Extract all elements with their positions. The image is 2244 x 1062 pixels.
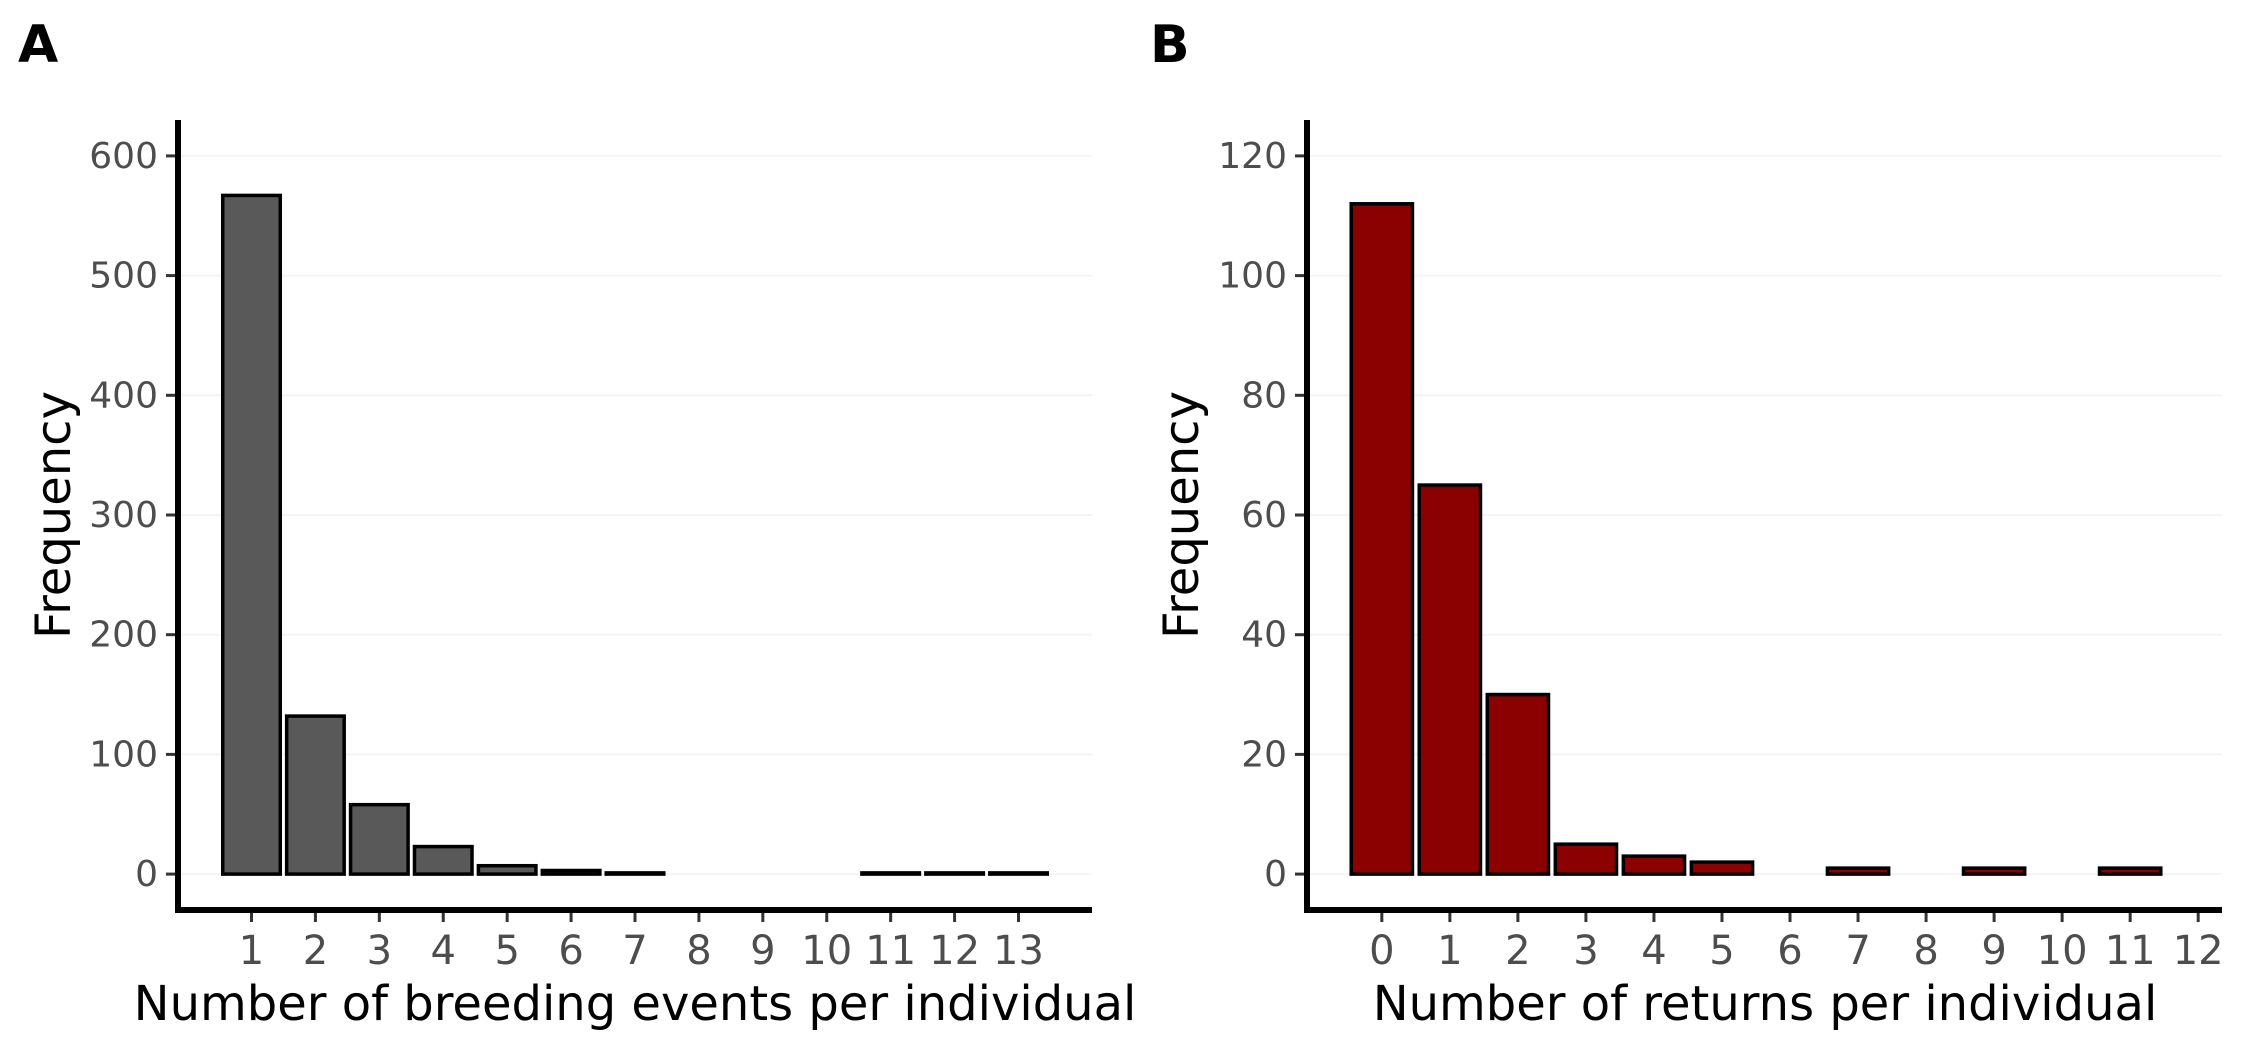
panel-a-bar-1: [220, 193, 283, 876]
panel-b-bars: [1307, 154, 2222, 876]
panel-a-bar-11: [860, 871, 922, 876]
panel-a-x-axis-title: Number of breeding events per individual: [134, 976, 1137, 1032]
panel-b-y-tick-label: 0: [1264, 854, 1287, 895]
panel-a-x-tick-label: 8: [686, 928, 711, 974]
panel-b-bar-1: [1417, 483, 1483, 876]
panel-b-bar-7: [1825, 866, 1891, 876]
panel-b-y-tick-label: 80: [1241, 375, 1287, 416]
panel-b-bar-0: [1349, 202, 1415, 876]
panel-a-y-tick-label: 300: [89, 495, 158, 536]
panel-b-x-tick-label: 3: [1573, 928, 1598, 974]
panel-a-x-tick-label: 4: [431, 928, 456, 974]
panel-b-x-tick-label: 8: [1913, 928, 1938, 974]
panel-b-x-tick-label: 2: [1505, 928, 1530, 974]
panel-a-x-tick-label: 2: [303, 928, 328, 974]
panel-b-y-tick-label: 60: [1241, 495, 1287, 536]
panel-b-x-tick-label: 7: [1845, 928, 1870, 974]
panel-a-x-ticks: 1 2 3 4 5 6 7 8 9 10 11 12 13: [239, 910, 1044, 974]
panel-a-x-tick-label: 6: [558, 928, 583, 974]
panel-b-bar-11: [2097, 866, 2163, 876]
panel-b-bar-4: [1621, 854, 1687, 876]
panel-b-x-tick-label: 4: [1641, 928, 1666, 974]
panel-b-x-axis-title: Number of returns per individual: [1373, 976, 2158, 1032]
panel-a-x-tick-label: 7: [622, 928, 647, 974]
panel-a-x-tick-label: 11: [865, 928, 916, 974]
panel-a-x-tick-label: 10: [801, 928, 852, 974]
panel-a-y-tick-label: 200: [89, 615, 158, 656]
panel-a-bar-4: [412, 844, 474, 876]
panel-a-bar-7: [604, 871, 666, 876]
panel-a-x-tick-label: 5: [494, 928, 519, 974]
panel-a-bar-12: [924, 871, 986, 876]
panel-b-x-tick-label: 1: [1437, 928, 1462, 974]
panel-b-bar-2: [1485, 692, 1551, 876]
panel-b-x-tick-label: 6: [1777, 928, 1802, 974]
panel-b-letter: B: [1150, 15, 1190, 75]
panel-b-x-tick-label: 12: [2173, 928, 2224, 974]
panel-b-y-axis-title: Frequency: [1154, 391, 1210, 639]
panel-b-bar-9: [1961, 866, 2027, 876]
panel-a-bar-3: [348, 802, 410, 876]
panel-a-y-ticks: 0 100 200 300 400 500 600: [89, 136, 178, 895]
panel-b-bar-3: [1553, 842, 1619, 876]
panel-a-y-tick-label: 400: [89, 375, 158, 416]
panel-a-y-tick-label: 0: [135, 854, 158, 895]
panel-b-y-tick-label: 20: [1241, 734, 1287, 775]
panel-b-x-tick-label: 5: [1709, 928, 1734, 974]
panel-b-x-tick-label: 0: [1369, 928, 1394, 974]
panel-b-x-ticks: 0 1 2 3 4 5 6 7 8 9 10 11 12: [1369, 910, 2224, 974]
panel-b-x-tick-label: 9: [1981, 928, 2006, 974]
panel-b-y-tick-label: 40: [1241, 615, 1287, 656]
panel-b-x-tick-label: 11: [2105, 928, 2156, 974]
panel-a-x-tick-label: 13: [993, 928, 1044, 974]
panel-a-x-tick-label: 1: [239, 928, 264, 974]
panel-a-y-tick-label: 500: [89, 256, 158, 297]
panel-a-y-tick-label: 600: [89, 136, 158, 177]
panel-a-bar-2: [284, 714, 346, 876]
panel-b-x-tick-label: 10: [2037, 928, 2088, 974]
panel-b-y-tick-label: 120: [1218, 136, 1287, 177]
panel-b-y-ticks: 0 20 40 60 80 100 120: [1218, 136, 1307, 895]
panel-a-letter: A: [18, 15, 58, 75]
panel-a-y-tick-label: 100: [89, 734, 158, 775]
panel-a-bar-13: [987, 871, 1050, 876]
panel-b-y-tick-label: 100: [1218, 256, 1287, 297]
panel-a-y-axis-title: Frequency: [26, 391, 82, 639]
panel-a-bar-6: [540, 868, 602, 876]
panel-a-x-tick-label: 3: [367, 928, 392, 974]
panel-a-x-tick-label: 12: [929, 928, 980, 974]
panel-a-x-tick-label: 9: [750, 928, 775, 974]
panel-b-bar-5: [1689, 860, 1755, 876]
panel-a-bar-5: [476, 863, 538, 876]
panel-a-bars: [178, 154, 1092, 876]
